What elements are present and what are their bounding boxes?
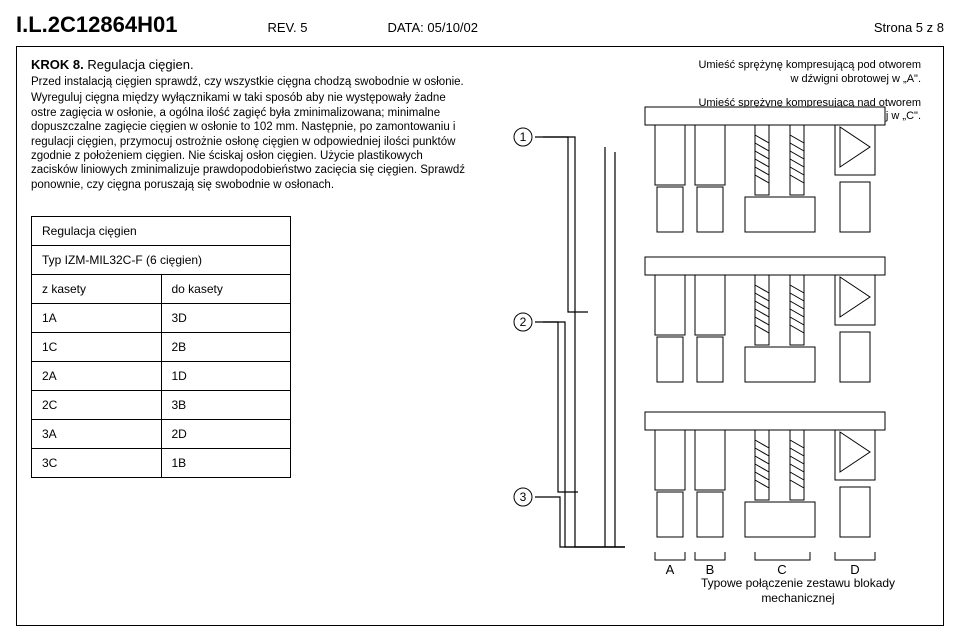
cell-to: 1D: [162, 362, 291, 390]
table-row: 3A2D: [32, 420, 290, 449]
step-subtitle: Regulacja cięgien.: [87, 57, 193, 72]
label-d: D: [850, 562, 859, 577]
doc-header: I.L.2C12864H01 REV. 5 DATA: 05/10/02 Str…: [16, 12, 944, 38]
table-row: 2A1D: [32, 362, 290, 391]
adjustment-table: Regulacja cięgien Typ IZM-MIL32C-F (6 ci…: [31, 216, 291, 478]
date: DATA: 05/10/02: [387, 20, 478, 35]
circle-label-1: 1: [520, 130, 527, 144]
cell-to: 3D: [162, 304, 291, 332]
cell-from: 3C: [32, 449, 162, 477]
col-header-to: do kasety: [162, 275, 291, 303]
cell-from: 1C: [32, 333, 162, 361]
table-row: 1C2B: [32, 333, 290, 362]
mechanical-diagram: 1 2 3: [505, 102, 925, 582]
cell-from: 3A: [32, 420, 162, 448]
doc-id: I.L.2C12864H01: [16, 12, 177, 38]
label-b: B: [706, 562, 715, 577]
note-a: Umieść sprężynę kompresującą pod otworem…: [691, 59, 921, 87]
cell-from: 2C: [32, 391, 162, 419]
table-title: Regulacja cięgien: [32, 217, 290, 246]
cell-to: 1B: [162, 449, 291, 477]
step-number: KROK 8.: [31, 57, 84, 72]
table-body: 1A3D1C2B2A1D2C3B3A2D3C1B: [32, 304, 290, 477]
col-header-from: z kasety: [32, 275, 162, 303]
page-number: Strona 5 z 8: [874, 20, 944, 35]
paragraph-1: Przed instalacją cięgien sprawdź, czy ws…: [31, 75, 471, 89]
cell-from: 1A: [32, 304, 162, 332]
table-subtitle: Typ IZM-MIL32C-F (6 cięgien): [32, 246, 290, 275]
cell-from: 2A: [32, 362, 162, 390]
instruction-text: Przed instalacją cięgien sprawdź, czy ws…: [31, 75, 471, 192]
label-a: A: [666, 562, 675, 577]
table-row: 2C3B: [32, 391, 290, 420]
content-frame: KROK 8. Regulacja cięgien. Przed instala…: [16, 46, 944, 626]
cell-to: 2D: [162, 420, 291, 448]
table-columns: z kasety do kasety: [32, 275, 290, 304]
revision: REV. 5: [267, 20, 307, 35]
table-row: 3C1B: [32, 449, 290, 477]
paragraph-2: Wyreguluj cięgna między wyłącznikami w t…: [31, 91, 471, 192]
circle-label-3: 3: [520, 490, 527, 504]
cell-to: 2B: [162, 333, 291, 361]
label-c: C: [777, 562, 786, 577]
table-row: 1A3D: [32, 304, 290, 333]
circle-label-2: 2: [520, 315, 527, 329]
cell-to: 3B: [162, 391, 291, 419]
diagram-caption: Typowe połączenie zestawu blokady mechan…: [693, 576, 903, 607]
